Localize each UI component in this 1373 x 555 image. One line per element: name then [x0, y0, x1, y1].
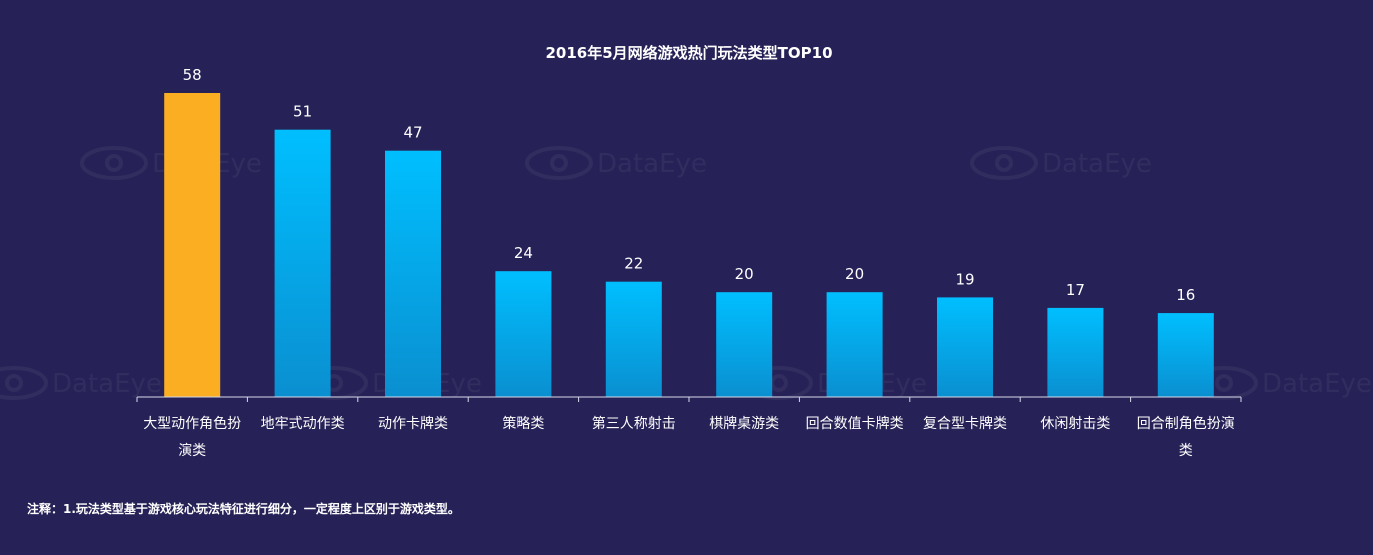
bar: [605, 281, 662, 397]
watermark-eye-icon: [525, 146, 593, 180]
watermark-eye-icon: [0, 366, 48, 400]
chart-title: 2016年5月网络游戏热门玩法类型TOP10: [545, 44, 832, 62]
x-tick-label-line: 地牢式动作类: [261, 416, 345, 432]
watermark-text: DataEye: [597, 149, 707, 179]
data-label-group: 58 51 47 24 22 20 20 19 17 16: [183, 66, 1196, 304]
bar: [385, 150, 441, 397]
watermark-text: DataEye: [1262, 369, 1372, 399]
x-tick-label: 回合数值卡牌类: [806, 415, 904, 432]
x-tick-label-line: 演类: [178, 443, 206, 459]
x-tick-label: 第三人称射击: [592, 415, 676, 432]
x-tick-label-line: 动作卡牌类: [378, 415, 448, 432]
x-tick-label-line: 策略类: [502, 415, 544, 432]
x-tick-label-line: 休闲射击类: [1040, 416, 1110, 432]
x-tick-label: 动作卡牌类: [378, 415, 448, 432]
bar: [495, 271, 552, 397]
data-label: 19: [955, 270, 974, 288]
watermark-text: DataEye: [1042, 149, 1152, 179]
x-tick-label-line: 棋牌桌游类: [709, 415, 779, 432]
watermark-eye-icon: [80, 146, 148, 180]
bar: [274, 129, 331, 397]
watermark-eye-icon: [5, 374, 23, 392]
data-label: 20: [845, 265, 864, 283]
x-tick-label-line: 回合制角色扮演: [1137, 415, 1235, 432]
bar: [826, 292, 883, 397]
watermark-eye-icon: [995, 154, 1013, 172]
data-label: 22: [624, 255, 643, 273]
bar: [164, 93, 221, 397]
x-tick-label-line: 第三人称射击: [592, 415, 676, 432]
x-tick-label: 回合制角色扮演类: [1137, 415, 1235, 459]
watermark-text: DataEye: [52, 369, 162, 399]
x-tick-label: 休闲射击类: [1040, 416, 1110, 432]
data-label: 20: [735, 265, 754, 283]
watermark-eye-icon: [970, 146, 1038, 180]
x-axis-ticks: [136, 397, 1242, 402]
data-label: 51: [293, 103, 312, 121]
x-tick-label: 策略类: [502, 415, 544, 432]
x-tick-label-line: 类: [1179, 443, 1193, 459]
x-tick-label-line: 复合型卡牌类: [923, 415, 1007, 432]
data-label: 17: [1066, 281, 1085, 299]
bar: [716, 292, 773, 397]
x-tick-label-line: 回合数值卡牌类: [806, 415, 904, 432]
watermark-eye-icon: [105, 154, 123, 172]
data-label: 16: [1176, 286, 1195, 304]
data-label: 47: [403, 124, 422, 142]
x-axis-tick-labels: 大型动作角色扮演类 地牢式动作类 动作卡牌类 策略类 第三人称射击 棋牌桌游类 回合数值卡牌…: [143, 415, 1235, 459]
data-label: 24: [514, 244, 533, 262]
x-tick-label: 地牢式动作类: [261, 416, 345, 432]
x-tick-label-line: 大型动作角色扮: [143, 415, 241, 432]
x-tick-label: 大型动作角色扮演类: [143, 415, 241, 459]
watermark-eye-icon: [550, 154, 568, 172]
data-label: 58: [183, 66, 202, 84]
bar-group: [164, 93, 1214, 397]
watermark-eye-icon: [1215, 374, 1233, 392]
x-tick-label: 棋牌桌游类: [709, 415, 779, 432]
watermark-eye-icon: [770, 374, 788, 392]
footnote: 注释：1.玩法类型基于游戏核心玩法特征进行细分，一定程度上区别于游戏类型。: [27, 501, 460, 516]
bar: [1157, 313, 1214, 397]
bar: [1047, 307, 1104, 397]
bar: [937, 297, 993, 397]
x-tick-label: 复合型卡牌类: [923, 415, 1007, 432]
